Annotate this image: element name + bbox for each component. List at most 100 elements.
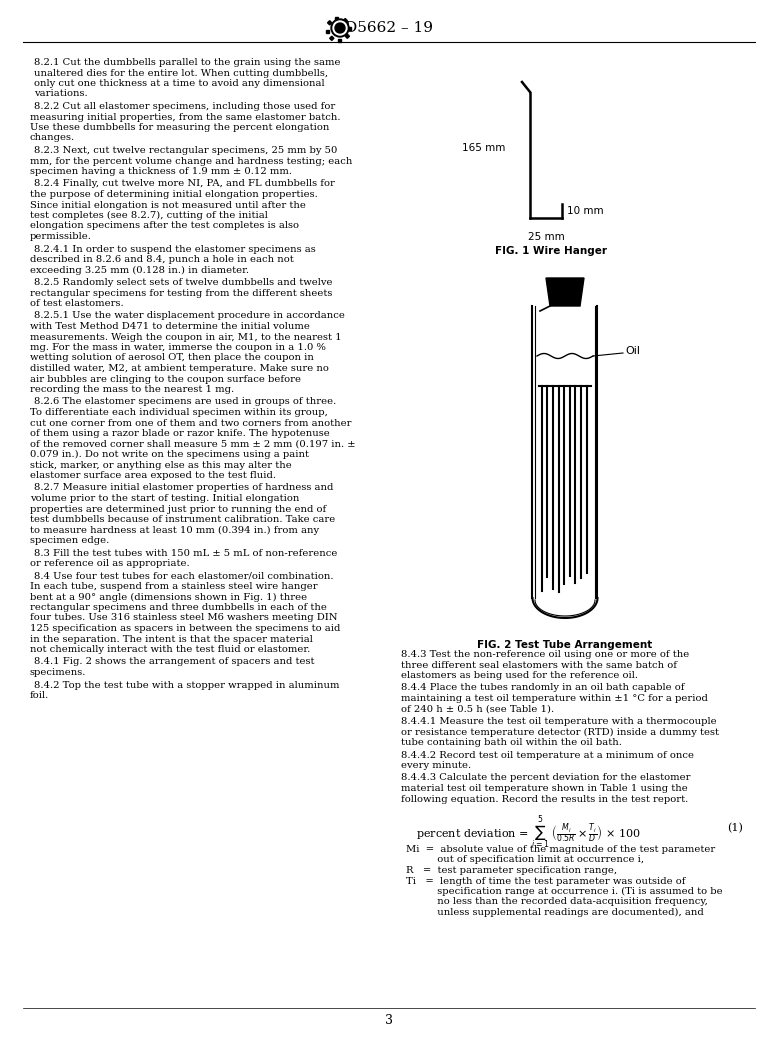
Text: specimens.: specimens. [30, 668, 86, 677]
Text: unaltered dies for the entire lot. When cutting dumbbells,: unaltered dies for the entire lot. When … [34, 69, 328, 77]
Text: only cut one thickness at a time to avoid any dimensional: only cut one thickness at a time to avoi… [34, 79, 324, 88]
Text: elastomer surface area exposed to the test fluid.: elastomer surface area exposed to the te… [30, 471, 276, 480]
Text: 8.2.2 Cut all elastomer specimens, including those used for: 8.2.2 Cut all elastomer specimens, inclu… [34, 102, 335, 111]
Text: To differentiate each individual specimen within its group,: To differentiate each individual specime… [30, 408, 328, 417]
Text: distilled water, M2, at ambient temperature. Make sure no: distilled water, M2, at ambient temperat… [30, 364, 329, 373]
Bar [330, 36, 334, 41]
Bar [338, 39, 342, 42]
Bar [348, 26, 351, 29]
Text: 8.4.4.2 Record test oil temperature at a minimum of once: 8.4.4.2 Record test oil temperature at a… [401, 751, 694, 760]
Text: 165 mm: 165 mm [461, 143, 505, 153]
Text: 0.079 in.). Do not write on the specimens using a paint: 0.079 in.). Do not write on the specimen… [30, 450, 309, 459]
Text: of test elastomers.: of test elastomers. [30, 299, 124, 308]
Text: not chemically interact with the test fluid or elastomer.: not chemically interact with the test fl… [30, 645, 310, 654]
Text: 8.4.1 Fig. 2 shows the arrangement of spacers and test: 8.4.1 Fig. 2 shows the arrangement of sp… [34, 658, 314, 666]
Bar [328, 21, 331, 25]
Text: Ti   =  length of time the test parameter was outside of: Ti = length of time the test parameter w… [406, 877, 685, 886]
Text: or reference oil as appropriate.: or reference oil as appropriate. [30, 559, 190, 568]
Text: in the separation. The intent is that the spacer material: in the separation. The intent is that th… [30, 635, 313, 643]
Text: 8.2.3 Next, cut twelve rectangular specimens, 25 mm by 50: 8.2.3 Next, cut twelve rectangular speci… [34, 146, 338, 155]
Text: 8.4.3 Test the non-reference oil using one or more of the: 8.4.3 Test the non-reference oil using o… [401, 650, 689, 659]
Text: Mi  =  absolute value of the magnitude of the test parameter: Mi = absolute value of the magnitude of … [406, 845, 715, 854]
Text: to measure hardness at least 10 mm (0.394 in.) from any: to measure hardness at least 10 mm (0.39… [30, 526, 319, 535]
Text: variations.: variations. [34, 90, 88, 99]
Text: Oil: Oil [625, 346, 640, 356]
Text: 8.4.4.3 Calculate the percent deviation for the elastomer: 8.4.4.3 Calculate the percent deviation … [401, 773, 691, 783]
Text: 10 mm: 10 mm [567, 206, 604, 215]
Text: percent deviation = $\sum_{i=1}^{5}$ $\left(\frac{M_i}{0.5R} \times \frac{T_i}{D: percent deviation = $\sum_{i=1}^{5}$ $\l… [416, 815, 640, 853]
Text: elastomers as being used for the reference oil.: elastomers as being used for the referen… [401, 671, 638, 680]
Text: D5662 – 19: D5662 – 19 [345, 21, 433, 35]
Text: 25 mm: 25 mm [527, 232, 564, 242]
Text: changes.: changes. [30, 133, 75, 143]
Bar [326, 29, 329, 32]
Text: following equation. Record the results in the test report.: following equation. Record the results i… [401, 794, 689, 804]
Text: 8.2.4 Finally, cut twelve more NI, PA, and FL dumbbells for: 8.2.4 Finally, cut twelve more NI, PA, a… [34, 179, 335, 188]
Text: with Test Method D471 to determine the initial volume: with Test Method D471 to determine the i… [30, 322, 310, 331]
Text: FIG. 1 Wire Hanger: FIG. 1 Wire Hanger [495, 246, 607, 256]
Text: properties are determined just prior to running the end of: properties are determined just prior to … [30, 505, 326, 513]
Text: measurements. Weigh the coupon in air, M1, to the nearest 1: measurements. Weigh the coupon in air, M… [30, 332, 342, 341]
Text: 8.2.1 Cut the dumbbells parallel to the grain using the same: 8.2.1 Cut the dumbbells parallel to the … [34, 58, 341, 67]
Text: unless supplemental readings are documented), and: unless supplemental readings are documen… [406, 908, 704, 917]
Text: three different seal elastomers with the same batch of: three different seal elastomers with the… [401, 660, 677, 669]
Text: bent at a 90° angle (dimensions shown in Fig. 1) three: bent at a 90° angle (dimensions shown in… [30, 592, 307, 602]
Text: 8.2.5.1 Use the water displacement procedure in accordance: 8.2.5.1 Use the water displacement proce… [34, 311, 345, 321]
Text: test dumbbells because of instrument calibration. Take care: test dumbbells because of instrument cal… [30, 515, 335, 524]
Text: wetting solution of aerosol OT, then place the coupon in: wetting solution of aerosol OT, then pla… [30, 354, 314, 362]
Text: Since initial elongation is not measured until after the: Since initial elongation is not measured… [30, 201, 306, 209]
Text: of the removed corner shall measure 5 mm ± 2 mm (0.197 in. ±: of the removed corner shall measure 5 mm… [30, 439, 356, 449]
Text: R   =  test parameter specification range,: R = test parameter specification range, [406, 866, 617, 875]
Text: 8.2.7 Measure initial elastomer properties of hardness and: 8.2.7 Measure initial elastomer properti… [34, 483, 334, 492]
Text: 8.4 Use four test tubes for each elastomer/oil combination.: 8.4 Use four test tubes for each elastom… [34, 572, 334, 581]
Text: stick, marker, or anything else as this may alter the: stick, marker, or anything else as this … [30, 460, 292, 469]
Circle shape [333, 21, 347, 35]
Text: no less than the recorded data-acquisition frequency,: no less than the recorded data-acquisiti… [406, 897, 708, 907]
Text: permissible.: permissible. [30, 232, 92, 242]
Polygon shape [546, 278, 584, 306]
Text: described in 8.2.6 and 8.4, punch a hole in each not: described in 8.2.6 and 8.4, punch a hole… [30, 255, 294, 264]
Text: rectangular specimens for testing from the different sheets: rectangular specimens for testing from t… [30, 288, 332, 298]
Text: 8.2.6 The elastomer specimens are used in groups of three.: 8.2.6 The elastomer specimens are used i… [34, 398, 336, 406]
Text: FIG. 2 Test Tube Arrangement: FIG. 2 Test Tube Arrangement [478, 640, 653, 650]
Text: 8.4.2 Top the test tube with a stopper wrapped in aluminum: 8.4.2 Top the test tube with a stopper w… [34, 681, 339, 689]
Text: specification range at occurrence i. (Ti is assumed to be: specification range at occurrence i. (Ti… [406, 887, 723, 896]
Text: measuring initial properties, from the same elastomer batch.: measuring initial properties, from the s… [30, 112, 341, 122]
Text: In each tube, suspend from a stainless steel wire hanger: In each tube, suspend from a stainless s… [30, 582, 317, 591]
Bar [343, 19, 347, 23]
Text: material test oil temperature shown in Table 1 using the: material test oil temperature shown in T… [401, 784, 688, 793]
Bar [335, 17, 338, 20]
Text: specimen having a thickness of 1.9 mm ± 0.12 mm.: specimen having a thickness of 1.9 mm ± … [30, 167, 292, 176]
Circle shape [331, 19, 349, 37]
Text: recording the mass to the nearest 1 mg.: recording the mass to the nearest 1 mg. [30, 385, 234, 393]
Text: volume prior to the start of testing. Initial elongation: volume prior to the start of testing. In… [30, 494, 300, 503]
Circle shape [335, 23, 345, 33]
Text: 8.2.5 Randomly select sets of twelve dumbbells and twelve: 8.2.5 Randomly select sets of twelve dum… [34, 278, 332, 287]
Text: out of specification limit at occurrence i,: out of specification limit at occurrence… [406, 856, 644, 864]
Text: mg. For the mass in water, immerse the coupon in a 1.0 %: mg. For the mass in water, immerse the c… [30, 342, 326, 352]
Text: exceeding 3.25 mm (0.128 in.) in diameter.: exceeding 3.25 mm (0.128 in.) in diamete… [30, 265, 249, 275]
Text: test completes (see 8.2.7), cutting of the initial: test completes (see 8.2.7), cutting of t… [30, 211, 268, 220]
Text: elongation specimens after the test completes is also: elongation specimens after the test comp… [30, 222, 299, 230]
Text: 8.4.4 Place the tubes randomly in an oil bath capable of: 8.4.4 Place the tubes randomly in an oil… [401, 684, 685, 692]
Text: of them using a razor blade or razor knife. The hypotenuse: of them using a razor blade or razor kni… [30, 429, 330, 438]
Text: 8.3 Fill the test tubes with 150 mL ± 5 mL of non-reference: 8.3 Fill the test tubes with 150 mL ± 5 … [34, 549, 338, 558]
Text: rectangular specimens and three dumbbells in each of the: rectangular specimens and three dumbbell… [30, 603, 327, 612]
Text: cut one corner from one of them and two corners from another: cut one corner from one of them and two … [30, 418, 352, 428]
Text: four tubes. Use 316 stainless steel M6 washers meeting DIN: four tubes. Use 316 stainless steel M6 w… [30, 613, 338, 623]
Text: 8.2.4.1 In order to suspend the elastomer specimens as: 8.2.4.1 In order to suspend the elastome… [34, 245, 316, 254]
Text: the purpose of determining initial elongation properties.: the purpose of determining initial elong… [30, 191, 317, 199]
Text: 125 specification as spacers in between the specimens to aid: 125 specification as spacers in between … [30, 624, 340, 633]
Text: maintaining a test oil temperature within ±1 °C for a period: maintaining a test oil temperature withi… [401, 694, 708, 703]
Text: foil.: foil. [30, 691, 49, 700]
Text: mm, for the percent volume change and hardness testing; each: mm, for the percent volume change and ha… [30, 156, 352, 166]
Text: every minute.: every minute. [401, 761, 471, 770]
Text: Use these dumbbells for measuring the percent elongation: Use these dumbbells for measuring the pe… [30, 123, 329, 132]
Text: tube containing bath oil within the oil bath.: tube containing bath oil within the oil … [401, 738, 622, 747]
Text: 8.4.4.1 Measure the test oil temperature with a thermocouple: 8.4.4.1 Measure the test oil temperature… [401, 717, 717, 726]
Text: of 240 h ± 0.5 h (see Table 1).: of 240 h ± 0.5 h (see Table 1). [401, 705, 554, 713]
Text: (1): (1) [727, 823, 743, 833]
Bar [345, 34, 349, 39]
Text: 3: 3 [385, 1014, 393, 1026]
Text: air bubbles are clinging to the coupon surface before: air bubbles are clinging to the coupon s… [30, 375, 301, 383]
